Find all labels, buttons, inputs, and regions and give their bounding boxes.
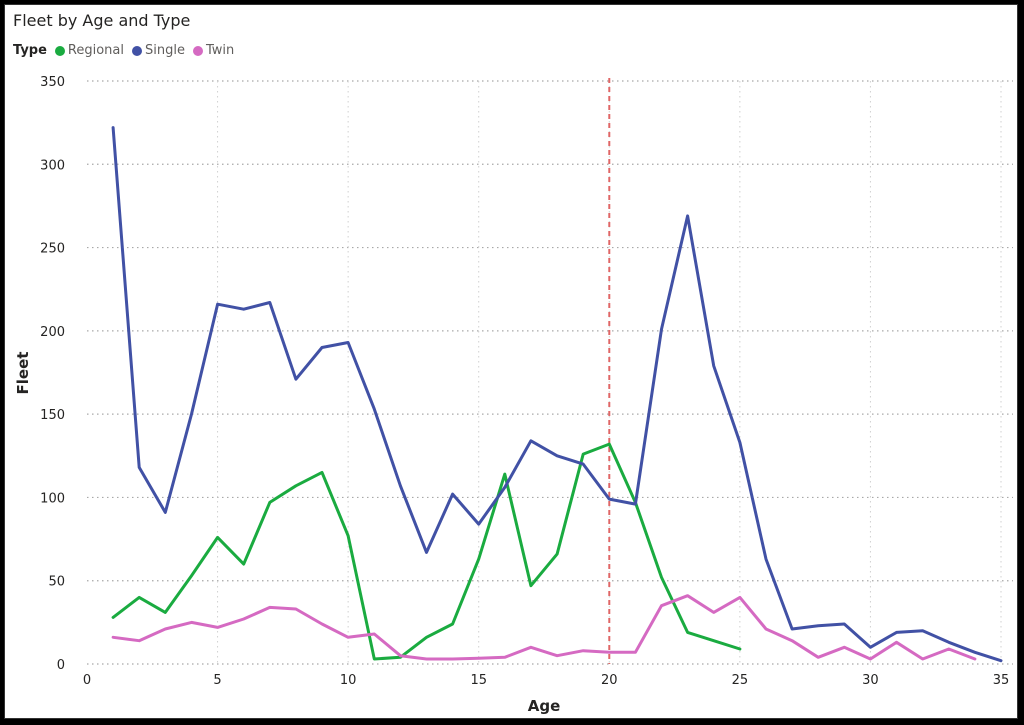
series-lines xyxy=(111,126,1003,663)
legend-item-regional[interactable]: Regional xyxy=(54,43,125,58)
x-tick-label: 20 xyxy=(601,673,618,688)
y-tick-label: 150 xyxy=(40,408,65,423)
legend-marker-regional xyxy=(54,45,65,56)
y-tick-label: 250 xyxy=(40,242,65,257)
x-axis-label: Age xyxy=(528,697,561,715)
x-tick-label: 5 xyxy=(213,673,221,688)
x-tick-label: 35 xyxy=(993,673,1010,688)
legend-item-single[interactable]: Single xyxy=(132,43,185,58)
x-tick-label: 10 xyxy=(340,673,357,688)
x-tick-label: 15 xyxy=(470,673,487,688)
gridlines xyxy=(87,80,1013,665)
series-line-single[interactable] xyxy=(111,126,1003,663)
y-tick-label: 300 xyxy=(40,158,65,173)
series-line-twin[interactable] xyxy=(111,594,977,661)
x-tick-label: 0 xyxy=(83,673,91,688)
legend-title: Type xyxy=(13,43,47,58)
chart-title: Fleet by Age and Type xyxy=(13,11,191,30)
y-tick-label: 100 xyxy=(40,491,65,506)
y-tick-label: 0 xyxy=(57,658,65,673)
legend-item-twin[interactable]: Twin xyxy=(192,43,235,58)
y-tick-label: 350 xyxy=(40,75,65,90)
legend-label-twin: Twin xyxy=(205,43,235,58)
y-tick-label: 200 xyxy=(40,325,65,340)
legend: Type Regional Single Twin xyxy=(13,43,242,58)
legend-marker-single xyxy=(132,45,143,56)
legend-marker-twin xyxy=(192,45,203,56)
legend-label-regional: Regional xyxy=(67,43,125,58)
y-tick-label: 50 xyxy=(48,575,65,590)
x-tick-label: 30 xyxy=(862,673,879,688)
legend-label-single: Single xyxy=(145,43,185,58)
axes: 0 50 100 150 200 250 300 350 0 5 10 15 20 25 30 35 xyxy=(40,75,1009,688)
x-tick-label: 25 xyxy=(732,673,749,688)
y-axis-label: Fleet xyxy=(14,352,32,395)
